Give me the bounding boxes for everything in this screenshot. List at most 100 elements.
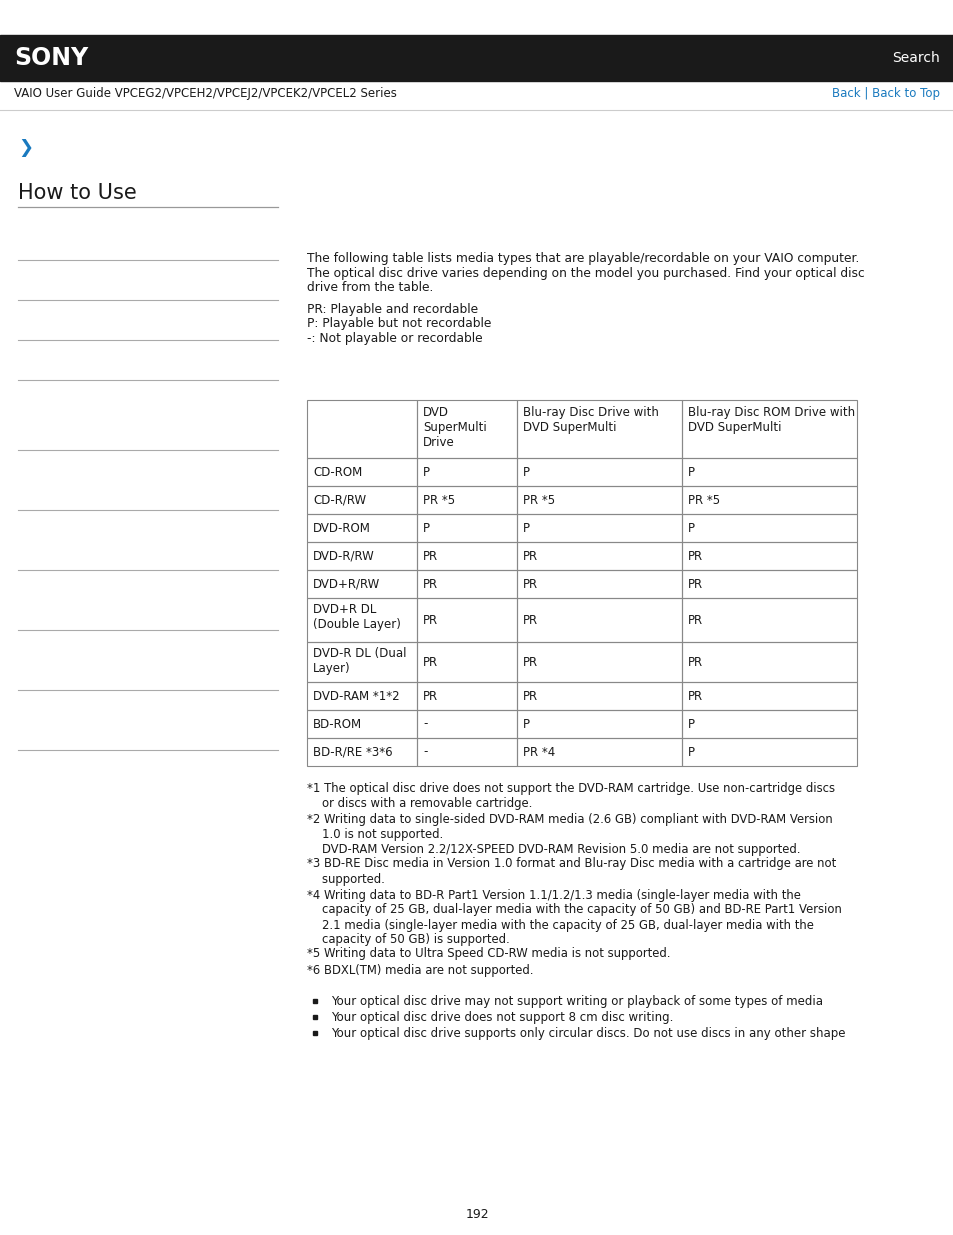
Bar xyxy=(517,571,681,598)
Text: PR: PR xyxy=(687,578,702,590)
Text: P: Playable but not recordable: P: Playable but not recordable xyxy=(307,317,491,331)
Bar xyxy=(307,642,416,682)
Text: drive from the table.: drive from the table. xyxy=(307,282,433,294)
Bar xyxy=(517,458,681,487)
Text: *6 BDXL(TM) media are not supported.: *6 BDXL(TM) media are not supported. xyxy=(307,965,533,977)
Text: Your optical disc drive does not support 8 cm disc writing.: Your optical disc drive does not support… xyxy=(331,1011,673,1025)
Text: *2 Writing data to single-sided DVD-RAM media (2.6 GB) compliant with DVD-RAM Ve: *2 Writing data to single-sided DVD-RAM … xyxy=(307,813,832,856)
Text: *5 Writing data to Ultra Speed CD-RW media is not supported.: *5 Writing data to Ultra Speed CD-RW med… xyxy=(307,946,670,960)
Text: PR: PR xyxy=(422,689,437,703)
Text: DVD+R/RW: DVD+R/RW xyxy=(313,578,380,590)
Bar xyxy=(307,542,416,571)
Text: *3 BD-RE Disc media in Version 1.0 format and Blu-ray Disc media with a cartridg: *3 BD-RE Disc media in Version 1.0 forma… xyxy=(307,857,836,885)
Text: DVD-ROM: DVD-ROM xyxy=(313,521,371,535)
Text: PR: Playable and recordable: PR: Playable and recordable xyxy=(307,303,477,316)
Bar xyxy=(307,682,416,710)
Text: PR: PR xyxy=(522,656,537,668)
Bar xyxy=(681,514,856,542)
Bar xyxy=(307,514,416,542)
Text: P: P xyxy=(687,521,695,535)
Text: PR *5: PR *5 xyxy=(422,494,455,506)
Text: CD-ROM: CD-ROM xyxy=(313,466,362,478)
Text: Blu-ray Disc Drive with
DVD SuperMulti: Blu-ray Disc Drive with DVD SuperMulti xyxy=(522,406,659,433)
Bar xyxy=(517,642,681,682)
Text: DVD
SuperMulti
Drive: DVD SuperMulti Drive xyxy=(422,406,486,450)
Bar xyxy=(307,400,416,458)
Text: P: P xyxy=(687,466,695,478)
Bar xyxy=(307,739,416,766)
Text: PR *4: PR *4 xyxy=(522,746,555,758)
Text: PR *5: PR *5 xyxy=(687,494,720,506)
Text: DVD-R DL (Dual
Layer): DVD-R DL (Dual Layer) xyxy=(313,647,406,676)
Text: Blu-ray Disc ROM Drive with
DVD SuperMulti: Blu-ray Disc ROM Drive with DVD SuperMul… xyxy=(687,406,854,433)
Bar xyxy=(681,400,856,458)
Text: -: - xyxy=(422,746,427,758)
Text: 192: 192 xyxy=(465,1209,488,1221)
Text: Back | Back to Top: Back | Back to Top xyxy=(831,86,939,100)
Text: PR: PR xyxy=(422,550,437,562)
Text: VAIO User Guide VPCEG2/VPCEH2/VPCEJ2/VPCEK2/VPCEL2 Series: VAIO User Guide VPCEG2/VPCEH2/VPCEJ2/VPC… xyxy=(14,86,396,100)
Bar xyxy=(416,642,517,682)
Text: BD-ROM: BD-ROM xyxy=(313,718,362,730)
Text: DVD-R/RW: DVD-R/RW xyxy=(313,550,375,562)
Text: BD-R/RE *3*6: BD-R/RE *3*6 xyxy=(313,746,393,758)
Text: PR: PR xyxy=(687,550,702,562)
Bar xyxy=(681,710,856,739)
Bar xyxy=(681,642,856,682)
Text: P: P xyxy=(687,746,695,758)
Bar xyxy=(416,739,517,766)
Text: -: - xyxy=(422,718,427,730)
Bar xyxy=(416,542,517,571)
Text: Your optical disc drive supports only circular discs. Do not use discs in any ot: Your optical disc drive supports only ci… xyxy=(331,1028,844,1041)
Bar xyxy=(307,487,416,514)
Bar xyxy=(681,571,856,598)
Bar xyxy=(307,458,416,487)
Text: The following table lists media types that are playable/recordable on your VAIO : The following table lists media types th… xyxy=(307,252,859,266)
Text: Your optical disc drive may not support writing or playback of some types of med: Your optical disc drive may not support … xyxy=(331,995,822,1009)
Text: P: P xyxy=(522,718,530,730)
Bar xyxy=(416,710,517,739)
Bar xyxy=(517,400,681,458)
Bar xyxy=(681,542,856,571)
Bar xyxy=(416,682,517,710)
Bar xyxy=(416,458,517,487)
Bar xyxy=(307,571,416,598)
Text: P: P xyxy=(522,466,530,478)
Text: PR: PR xyxy=(522,614,537,626)
Bar xyxy=(416,487,517,514)
Text: PR: PR xyxy=(522,550,537,562)
Bar xyxy=(517,710,681,739)
Bar xyxy=(307,710,416,739)
Text: CD-R/RW: CD-R/RW xyxy=(313,494,366,506)
Text: P: P xyxy=(687,718,695,730)
Text: SONY: SONY xyxy=(14,46,89,70)
Text: P: P xyxy=(522,521,530,535)
Bar xyxy=(307,598,416,642)
Bar xyxy=(517,542,681,571)
Bar xyxy=(681,682,856,710)
Text: Search: Search xyxy=(891,51,939,65)
Text: PR *5: PR *5 xyxy=(522,494,555,506)
Bar xyxy=(416,598,517,642)
Text: PR: PR xyxy=(422,656,437,668)
Text: DVD+R DL
(Double Layer): DVD+R DL (Double Layer) xyxy=(313,603,400,631)
Text: *4 Writing data to BD-R Part1 Version 1.1/1.2/1.3 media (single-layer media with: *4 Writing data to BD-R Part1 Version 1.… xyxy=(307,888,841,946)
Text: -: Not playable or recordable: -: Not playable or recordable xyxy=(307,332,482,345)
Bar xyxy=(681,487,856,514)
Bar xyxy=(517,739,681,766)
Text: *1 The optical disc drive does not support the DVD-RAM cartridge. Use non-cartri: *1 The optical disc drive does not suppo… xyxy=(307,782,834,810)
Text: PR: PR xyxy=(687,656,702,668)
Text: DVD-RAM *1*2: DVD-RAM *1*2 xyxy=(313,689,399,703)
Text: How to Use: How to Use xyxy=(18,183,136,203)
Text: P: P xyxy=(422,466,430,478)
Text: PR: PR xyxy=(687,614,702,626)
Bar xyxy=(681,739,856,766)
Bar xyxy=(0,35,953,82)
Bar xyxy=(416,400,517,458)
Text: P: P xyxy=(422,521,430,535)
Text: PR: PR xyxy=(687,689,702,703)
Bar xyxy=(416,571,517,598)
Text: PR: PR xyxy=(422,614,437,626)
Bar xyxy=(681,458,856,487)
Text: The optical disc drive varies depending on the model you purchased. Find your op: The optical disc drive varies depending … xyxy=(307,267,863,279)
